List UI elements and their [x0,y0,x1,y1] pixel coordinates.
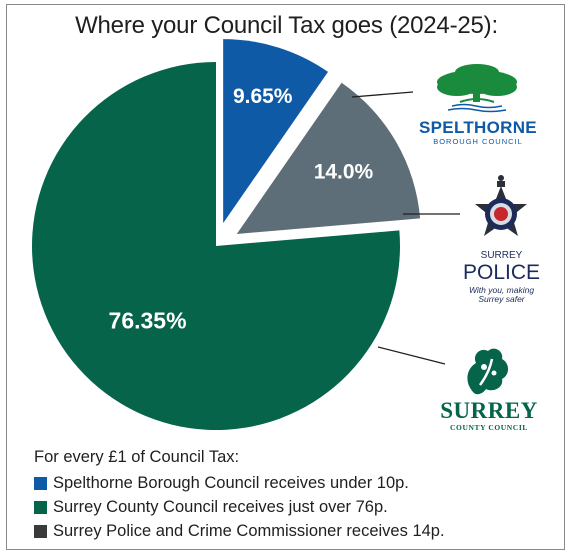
slice-label-spelthorne: 9.65% [233,85,293,108]
oak-leaf-icon [467,348,508,395]
leader-line-spelthorne [351,91,414,98]
spelthorne-tree-icon [437,64,517,113]
legend-text-spelthorne: Spelthorne Borough Council receives unde… [53,473,409,492]
surrey-logo-subtitle: COUNTY COUNCIL [450,423,528,432]
leader-line-surrey [377,346,446,365]
chart-title: Where your Council Tax goes (2024-25): [75,12,498,39]
pie-chart: 9.65% 14.0% 76.35% [32,39,460,430]
surrey-logo-name: SURREY [440,398,538,423]
pie-slice-police [236,82,421,234]
police-logo-line1: SURREY [480,250,523,261]
legend-item-surrey-county: Surrey County Council receives just over… [34,495,445,519]
surrey-police-logo: SURREY POLICE With you, making Surrey sa… [455,170,555,305]
police-logo-line2: POLICE [462,261,541,284]
slice-label-police: 14.0% [314,161,374,184]
police-logo-tagline2: Surrey safer [478,294,525,304]
pie-slice-surrey-county [32,62,401,430]
legend-item-spelthorne: Spelthorne Borough Council receives unde… [34,471,445,495]
surrey-county-council-logo: SURREY COUNTY COUNCIL [438,343,548,433]
police-logo-tagline1: With you, making [468,285,535,295]
legend-item-police: Surrey Police and Crime Commissioner rec… [34,519,445,543]
spelthorne-logo: SPELTHORNE BOROUGH COUNCIL [412,62,542,148]
legend-intro: For every £1 of Council Tax: [34,448,240,466]
legend: For every £1 of Council Tax: Spelthorne … [34,448,445,543]
legend-swatch-surrey-county [34,500,47,514]
legend-swatch-police [34,524,47,538]
legend-text-surrey-county: Surrey County Council receives just over… [53,497,388,516]
spelthorne-logo-subtitle: BOROUGH COUNCIL [433,137,523,146]
slice-label-surrey-county: 76.35% [109,308,187,334]
legend-text-police: Surrey Police and Crime Commissioner rec… [53,521,445,540]
pie-slice-spelthorne [223,39,329,224]
spelthorne-logo-name: SPELTHORNE [419,118,537,137]
police-star-icon [475,175,527,236]
legend-swatch-spelthorne [34,476,47,490]
